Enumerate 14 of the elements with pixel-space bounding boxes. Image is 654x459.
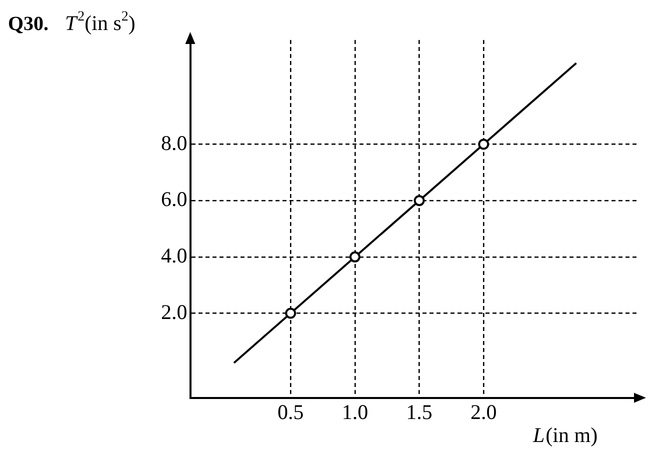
point <box>285 308 296 319</box>
y-tick-label: 4.0 <box>161 243 188 268</box>
point <box>478 138 490 150</box>
x-axis-title: L(in m) <box>532 423 598 447</box>
y-tick-label: 2.0 <box>161 300 188 324</box>
x-tick-label: 0.5 <box>277 400 304 424</box>
y-tick-label: 6.0 <box>161 187 188 212</box>
y-tick-label: 8.0 <box>161 130 188 155</box>
x-tick-label: 1.5 <box>406 400 432 424</box>
text: Q30. <box>8 13 49 35</box>
x-tick-label: 1.0 <box>342 400 368 424</box>
point <box>349 251 360 262</box>
point <box>414 195 425 206</box>
x-tick-label: 2.0 <box>470 400 497 424</box>
